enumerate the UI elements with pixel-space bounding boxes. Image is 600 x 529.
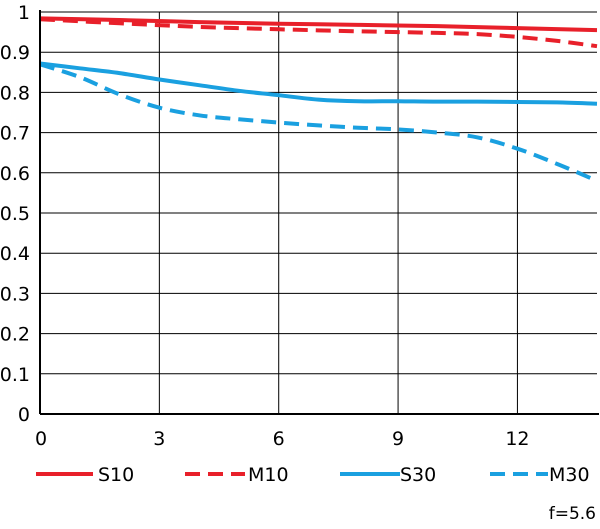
aperture-annotation: f=5.6	[549, 504, 596, 524]
y-tick-label: 0.1	[0, 364, 30, 386]
y-tick-label: 0.8	[0, 82, 30, 104]
x-tick-label: 6	[273, 428, 285, 450]
x-tick-label: 9	[392, 428, 404, 450]
series-line-s10	[39, 16, 598, 33]
legend-label-m30: M30	[549, 464, 590, 486]
series-line-m10	[39, 17, 598, 49]
y-tick-label: 0.9	[0, 42, 30, 64]
legend-label-s10: S10	[98, 464, 134, 486]
legend-label-m10: M10	[248, 464, 289, 486]
x-tick-label: 3	[153, 428, 165, 450]
series-line-m30	[39, 62, 598, 183]
y-tick-label: 0.4	[0, 243, 30, 265]
axes	[39, 10, 599, 415]
y-tick-label: 0.2	[0, 324, 30, 346]
y-tick-label: 0	[18, 404, 30, 426]
y-tick-label: 0.3	[0, 283, 30, 305]
legend-label-s30: S30	[400, 464, 436, 486]
x-tick-labels: 0 3 6 9 12	[35, 428, 530, 450]
y-tick-label: 0.7	[0, 123, 30, 145]
y-tick-label: 0.5	[0, 203, 30, 225]
y-tick-label: 1	[18, 2, 30, 24]
x-tick-label: 12	[505, 428, 529, 450]
y-tick-labels: 0 0.1 0.2 0.3 0.4 0.5 0.6 0.7 0.8 0.9 1	[0, 2, 30, 426]
series-line-s30	[39, 61, 598, 106]
series-lines	[39, 16, 598, 183]
legend: S10 M10 S30 M30	[36, 464, 590, 486]
x-tick-label: 0	[35, 428, 47, 450]
y-tick-label: 0.6	[0, 163, 30, 185]
